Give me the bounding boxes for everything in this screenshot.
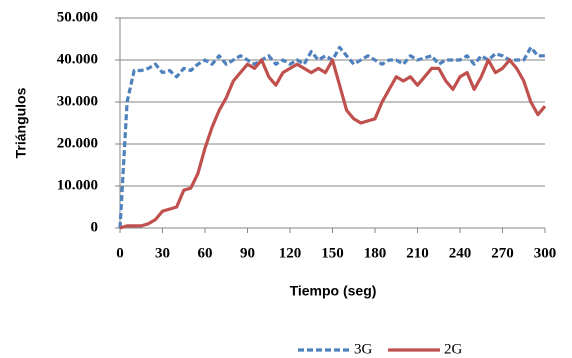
y-axis-title: Triángulos (13, 87, 29, 158)
x-tick-label: 210 (406, 245, 429, 261)
x-tick-label: 180 (364, 245, 387, 261)
x-tick-label: 30 (155, 245, 170, 261)
y-tick-label: 20.000 (57, 135, 98, 151)
y-tick-label: 10.000 (57, 177, 98, 193)
x-tick-label: 270 (491, 245, 514, 261)
legend-label: 2G (444, 341, 463, 357)
x-tick-label: 150 (321, 245, 344, 261)
legend-label: 3G (354, 341, 373, 357)
x-tick-label: 300 (534, 245, 557, 261)
x-tick-label: 240 (449, 245, 472, 261)
x-tick-label: 120 (279, 245, 302, 261)
y-tick-label: 50.000 (57, 9, 98, 25)
y-tick-label: 0 (91, 219, 99, 235)
x-tick-label: 90 (240, 245, 255, 261)
x-tick-label: 60 (198, 245, 213, 261)
y-tick-label: 40.000 (57, 51, 98, 67)
y-tick-label: 30.000 (57, 93, 98, 109)
x-axis-title: Tiempo (seg) (290, 283, 377, 299)
series-line (119, 58, 547, 230)
x-tick-label: 0 (116, 245, 124, 261)
